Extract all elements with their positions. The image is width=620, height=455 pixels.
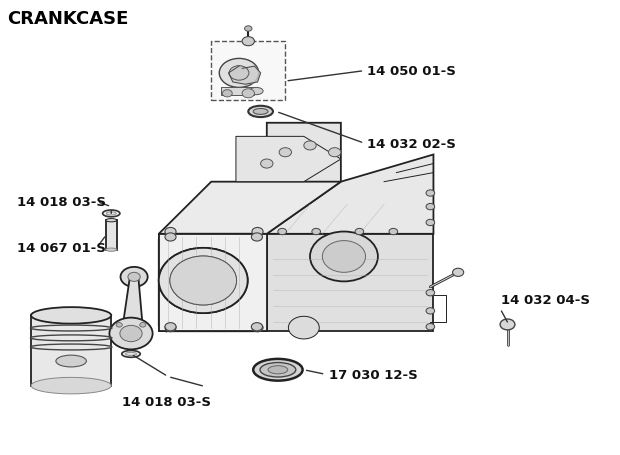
Circle shape: [140, 323, 146, 328]
Circle shape: [426, 290, 435, 296]
Circle shape: [426, 190, 435, 197]
Circle shape: [170, 257, 237, 305]
Circle shape: [322, 241, 366, 273]
Bar: [105, 221, 117, 250]
Circle shape: [120, 267, 148, 287]
Polygon shape: [123, 278, 142, 325]
Circle shape: [128, 273, 140, 282]
Circle shape: [251, 323, 262, 331]
Circle shape: [159, 248, 247, 313]
Bar: [221, 87, 254, 96]
Circle shape: [279, 148, 291, 157]
Polygon shape: [267, 155, 433, 234]
Text: CRANKCASE: CRANKCASE: [7, 10, 129, 28]
Text: 14 050 01-S: 14 050 01-S: [367, 65, 456, 78]
Circle shape: [389, 229, 397, 235]
Circle shape: [165, 323, 176, 331]
Polygon shape: [267, 123, 341, 332]
Circle shape: [310, 232, 378, 282]
Ellipse shape: [122, 351, 140, 358]
Ellipse shape: [248, 106, 273, 118]
Circle shape: [288, 317, 319, 339]
Circle shape: [426, 324, 435, 330]
Ellipse shape: [253, 359, 303, 381]
Circle shape: [260, 160, 273, 169]
Ellipse shape: [31, 308, 111, 324]
FancyBboxPatch shape: [159, 234, 267, 332]
Text: 17 030 12-S: 17 030 12-S: [329, 368, 417, 381]
Circle shape: [165, 324, 176, 332]
Text: 14 032 02-S: 14 032 02-S: [367, 137, 456, 150]
Circle shape: [229, 66, 249, 81]
Circle shape: [251, 233, 262, 242]
Circle shape: [242, 90, 254, 99]
Circle shape: [223, 91, 232, 98]
Ellipse shape: [249, 88, 263, 96]
Circle shape: [159, 248, 247, 313]
Circle shape: [165, 228, 176, 236]
Bar: [211, 42, 285, 101]
Ellipse shape: [31, 378, 111, 394]
Circle shape: [312, 229, 321, 235]
Ellipse shape: [268, 366, 288, 374]
Circle shape: [244, 27, 252, 32]
Circle shape: [355, 229, 364, 235]
Circle shape: [252, 228, 263, 236]
Circle shape: [242, 38, 254, 46]
Polygon shape: [159, 182, 341, 234]
Text: eReplacementParts.com: eReplacementParts.com: [225, 230, 395, 243]
Ellipse shape: [105, 219, 117, 222]
Circle shape: [426, 308, 435, 314]
Text: 14 018 03-S: 14 018 03-S: [122, 395, 211, 408]
Polygon shape: [267, 234, 433, 332]
Ellipse shape: [105, 248, 117, 252]
Circle shape: [120, 326, 142, 342]
Circle shape: [165, 233, 176, 242]
Ellipse shape: [56, 355, 86, 367]
Polygon shape: [229, 67, 260, 85]
Circle shape: [116, 323, 122, 328]
Ellipse shape: [253, 109, 268, 115]
Circle shape: [252, 324, 263, 332]
Bar: [31, 316, 111, 386]
Polygon shape: [236, 137, 341, 182]
Circle shape: [329, 148, 341, 157]
Circle shape: [278, 229, 286, 235]
Text: 14 018 03-S: 14 018 03-S: [17, 196, 106, 209]
Text: 14 067 01-S: 14 067 01-S: [17, 241, 105, 254]
Ellipse shape: [125, 353, 136, 356]
Circle shape: [426, 220, 435, 226]
Polygon shape: [159, 234, 267, 332]
Text: 14 032 04-S: 14 032 04-S: [502, 293, 590, 306]
Ellipse shape: [103, 211, 120, 217]
Circle shape: [304, 142, 316, 151]
Circle shape: [109, 318, 153, 349]
Circle shape: [453, 268, 464, 277]
Circle shape: [500, 319, 515, 330]
Circle shape: [170, 257, 237, 305]
Ellipse shape: [106, 212, 116, 216]
Circle shape: [219, 59, 259, 88]
Circle shape: [426, 204, 435, 210]
Ellipse shape: [260, 363, 296, 377]
